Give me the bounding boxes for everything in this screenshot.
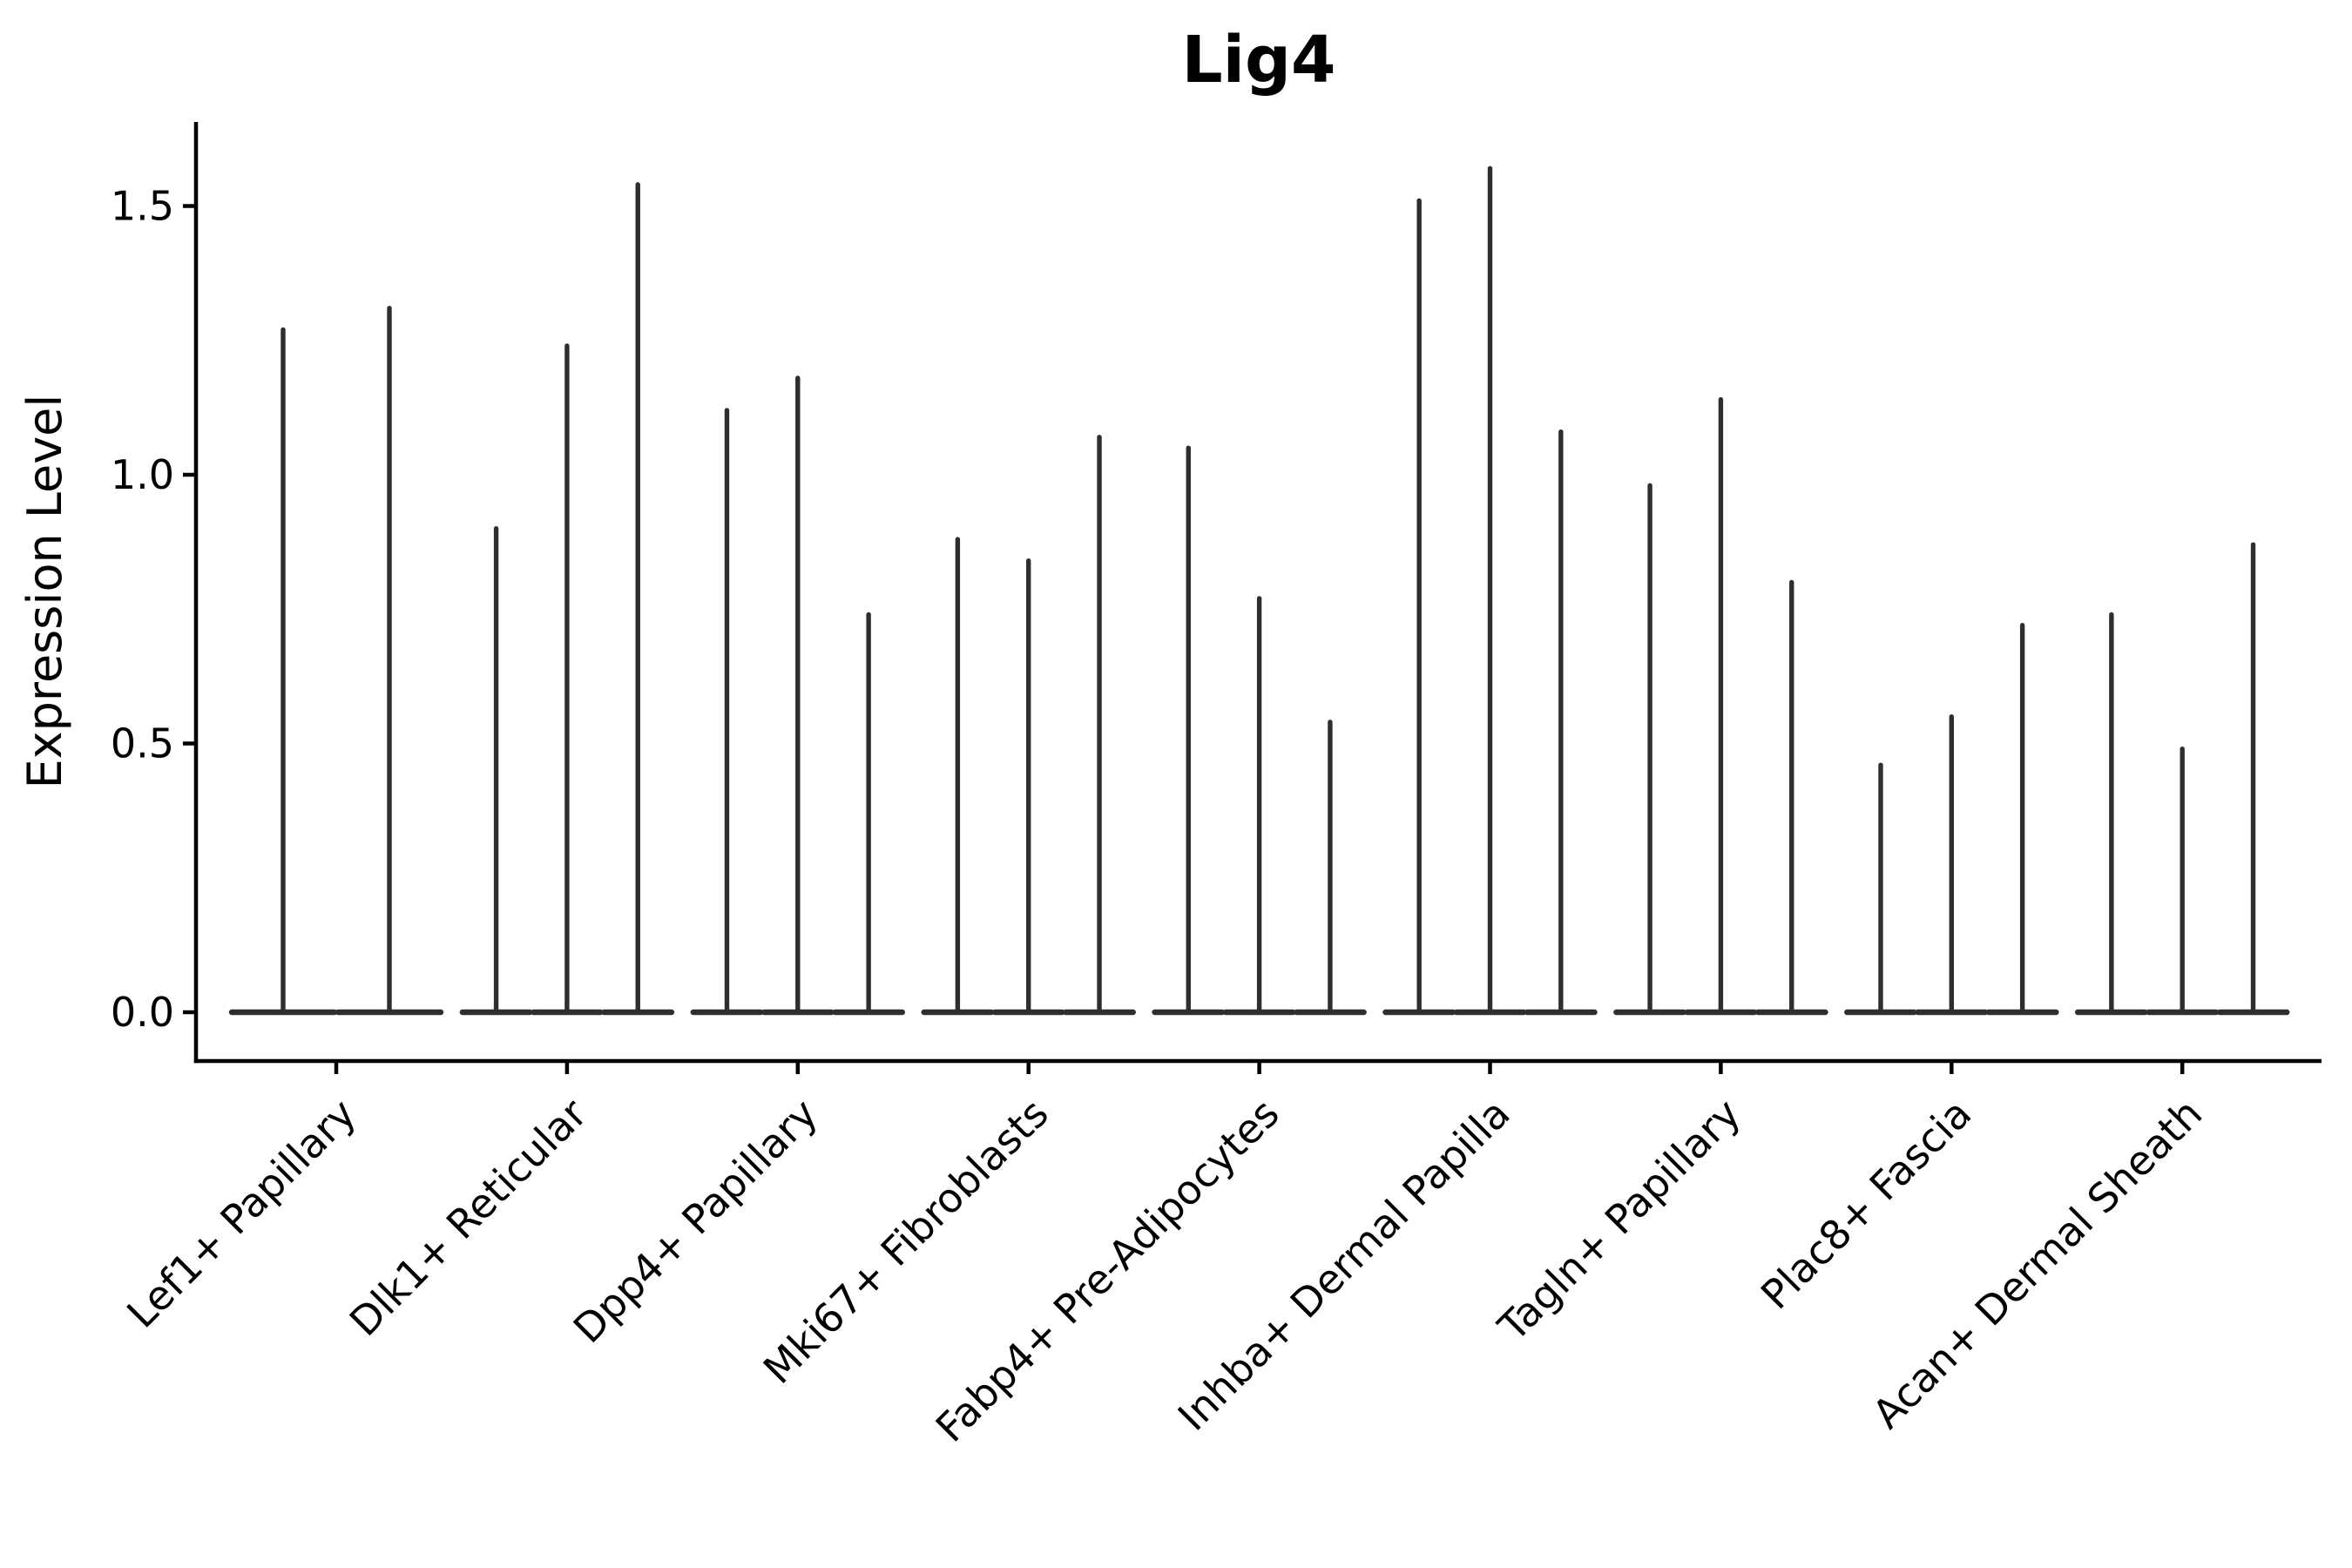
plot-title: Lig4 bbox=[1181, 23, 1336, 98]
x-tick-label: Plac8+ Fascia bbox=[1752, 1090, 1980, 1318]
y-tick-label: 1.0 bbox=[111, 451, 174, 498]
x-tick-label: Lef1+ Papillary bbox=[118, 1090, 365, 1337]
y-tick-label: 0.0 bbox=[111, 989, 174, 1036]
x-tick-label: Dlk1+ Reticular bbox=[341, 1090, 596, 1345]
y-tick-label: 0.5 bbox=[111, 720, 174, 767]
y-tick-label: 1.5 bbox=[111, 183, 174, 230]
x-tick-label: Tagln+ Papillary bbox=[1489, 1090, 1750, 1351]
x-tick-label: Dpp4+ Papillary bbox=[564, 1090, 827, 1352]
